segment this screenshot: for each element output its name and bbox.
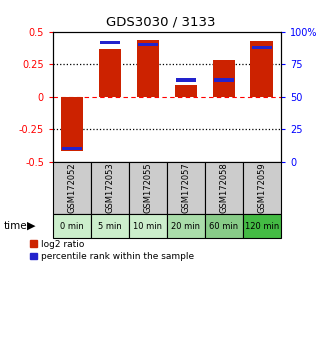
Text: 120 min: 120 min — [245, 222, 279, 230]
Text: GSM172052: GSM172052 — [67, 162, 76, 213]
Text: ▶: ▶ — [27, 221, 35, 231]
Bar — [136, 40, 159, 97]
Bar — [53, 214, 91, 238]
Bar — [53, 162, 91, 214]
Bar — [129, 214, 167, 238]
Text: GSM172059: GSM172059 — [257, 162, 266, 213]
Bar — [243, 214, 281, 238]
Bar — [205, 214, 243, 238]
Text: time: time — [3, 221, 27, 231]
Text: 20 min: 20 min — [171, 222, 200, 230]
Bar — [167, 214, 205, 238]
Bar — [175, 85, 197, 97]
Text: 5 min: 5 min — [98, 222, 122, 230]
Legend: log2 ratio, percentile rank within the sample: log2 ratio, percentile rank within the s… — [30, 240, 194, 261]
Text: 60 min: 60 min — [209, 222, 239, 230]
Text: GSM172058: GSM172058 — [219, 162, 229, 213]
Bar — [176, 78, 195, 81]
Bar — [252, 46, 272, 49]
Text: GSM172055: GSM172055 — [143, 162, 152, 213]
Bar — [250, 41, 273, 97]
Bar — [129, 162, 167, 214]
Text: 10 min: 10 min — [134, 222, 162, 230]
Text: GSM172053: GSM172053 — [105, 162, 115, 213]
Bar — [213, 61, 235, 97]
Bar — [138, 43, 158, 46]
Bar — [91, 214, 129, 238]
Bar — [205, 162, 243, 214]
Bar — [99, 49, 121, 97]
Text: GDS3030 / 3133: GDS3030 / 3133 — [106, 16, 215, 29]
Bar — [91, 162, 129, 214]
Text: GSM172057: GSM172057 — [181, 162, 190, 213]
Bar — [100, 41, 120, 44]
Text: 0 min: 0 min — [60, 222, 84, 230]
Bar — [61, 97, 83, 152]
Bar — [243, 162, 281, 214]
Bar — [214, 78, 234, 81]
Bar — [62, 147, 82, 150]
Bar — [167, 162, 205, 214]
